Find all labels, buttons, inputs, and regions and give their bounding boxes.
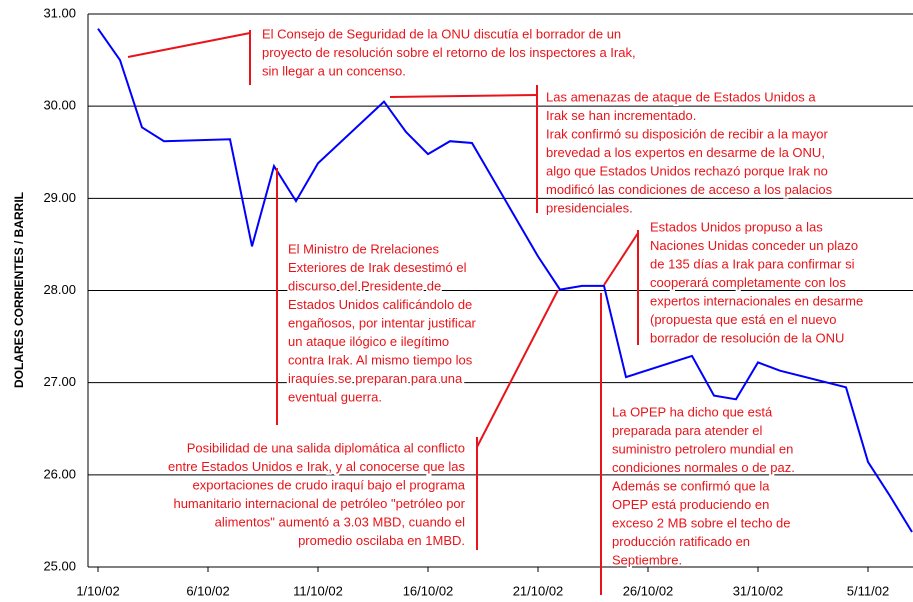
annotation-line: preparada para atender el xyxy=(612,423,762,438)
annotation-line: algo que Estados Unidos rechazó porque I… xyxy=(546,163,828,178)
annotation-line: modificó las condiciones de acceso a los… xyxy=(546,182,833,197)
y-axis-label: DOLARES CORRIENTES / BARRIL xyxy=(12,192,26,388)
y-tick-label: 31.00 xyxy=(43,5,76,20)
annotation-leader xyxy=(127,32,251,58)
x-tick-label: 31/10/02 xyxy=(733,583,784,598)
x-tick-label: 1/10/02 xyxy=(76,583,119,598)
annotation-line: Septiembre. xyxy=(612,552,682,567)
x-tick-label: 21/10/02 xyxy=(513,583,564,598)
annotation-line: engañosos, por intentar justificar xyxy=(288,315,477,330)
y-tick-label: 26.00 xyxy=(43,466,76,481)
annotation-line: Estados Unidos calificándolo de xyxy=(288,297,472,312)
annotation-line: exceso 2 MB sobre el techo de xyxy=(612,515,791,530)
x-tick-label: 26/10/02 xyxy=(623,583,674,598)
annotation-line: exportaciones de crudo iraquí bajo el pr… xyxy=(193,477,466,492)
annotation-line: humanitario internacional de petróleo "p… xyxy=(173,496,465,511)
annotation-line: Además se confirmó que la xyxy=(612,478,770,493)
annotation-line: Exteriores de Irak desestimó el xyxy=(288,260,467,275)
annotation-line: El Ministro de Rrelaciones xyxy=(288,241,440,256)
x-tick-label: 16/10/02 xyxy=(403,583,454,598)
annotation-line: cooperará completamente con los xyxy=(650,275,846,290)
annotation-line: producción ratificado en xyxy=(612,534,750,549)
annotation-leader xyxy=(603,232,639,286)
annotation-line: Naciones Unidas conceder un plazo xyxy=(650,238,858,253)
x-tick-label: 11/10/02 xyxy=(293,583,343,598)
annotation-line: entre Estados Unidos e Irak, y al conoce… xyxy=(168,459,465,474)
annotation-line: borrador de resolución de la ONU xyxy=(650,330,844,345)
annotation-line: condiciones normales o de paz. xyxy=(612,460,795,475)
annotation-line: alimentos" aumentó a 3.03 MBD, cuando el xyxy=(215,514,465,529)
annotation-line: Posibilidad de una salida diplomática al… xyxy=(187,440,465,455)
annotation-line: Irak se han incrementado. xyxy=(546,108,696,123)
annotation-line: Irak confirmó su disposición de recibir … xyxy=(546,126,828,141)
y-tick-label: 30.00 xyxy=(43,98,76,113)
annotation-leader xyxy=(389,94,538,98)
y-tick-label: 27.00 xyxy=(43,374,76,389)
x-tick-label: 6/10/02 xyxy=(186,583,229,598)
annotation-line: eventual guerra. xyxy=(288,389,382,404)
annotation-line: brevedad a los expertos en desarme de la… xyxy=(546,145,825,160)
annotation-line: Las amenazas de ataque de Estados Unidos… xyxy=(546,89,816,104)
y-tick-label: 25.00 xyxy=(43,558,76,573)
annotation-line: contra Irak. Al mismo tiempo los xyxy=(288,352,473,367)
annotation-line: promedio oscilaba en 1MBD. xyxy=(298,533,465,548)
annotation-line: expertos internacionales en desarme xyxy=(650,293,863,308)
annotation-leader xyxy=(476,289,559,448)
annotation-line: sin llegar a un concenso. xyxy=(262,63,406,78)
annotation-line: proyecto de resolución sobre el retorno … xyxy=(262,45,636,60)
annotation-line: (propuesta que está en el nuevo xyxy=(650,312,836,327)
price-line xyxy=(97,28,913,533)
annotation-line: iraquíes se preparan para una xyxy=(288,371,463,386)
annotation-line: de 135 días a Irak para confirmar si xyxy=(650,256,855,271)
annotation-line: Estados Unidos propuso a las xyxy=(650,219,823,234)
y-tick-label: 29.00 xyxy=(43,190,76,205)
annotation-line: El Consejo de Seguridad de la ONU discut… xyxy=(262,26,621,41)
annotation-line: La OPEP ha dicho que está xyxy=(612,404,773,419)
x-tick-label: 5/11/02 xyxy=(847,583,889,598)
y-tick-label: 28.00 xyxy=(43,282,76,297)
annotation-line: presidenciales. xyxy=(546,200,633,215)
annotation-line: un ataque ilógico e ilegítimo xyxy=(288,334,449,349)
annotation-line: suministro petrolero mundial en xyxy=(612,441,793,456)
annotation-line: discurso del Presidente de xyxy=(288,278,441,293)
annotation-line: OPEP está produciendo en xyxy=(612,497,769,512)
